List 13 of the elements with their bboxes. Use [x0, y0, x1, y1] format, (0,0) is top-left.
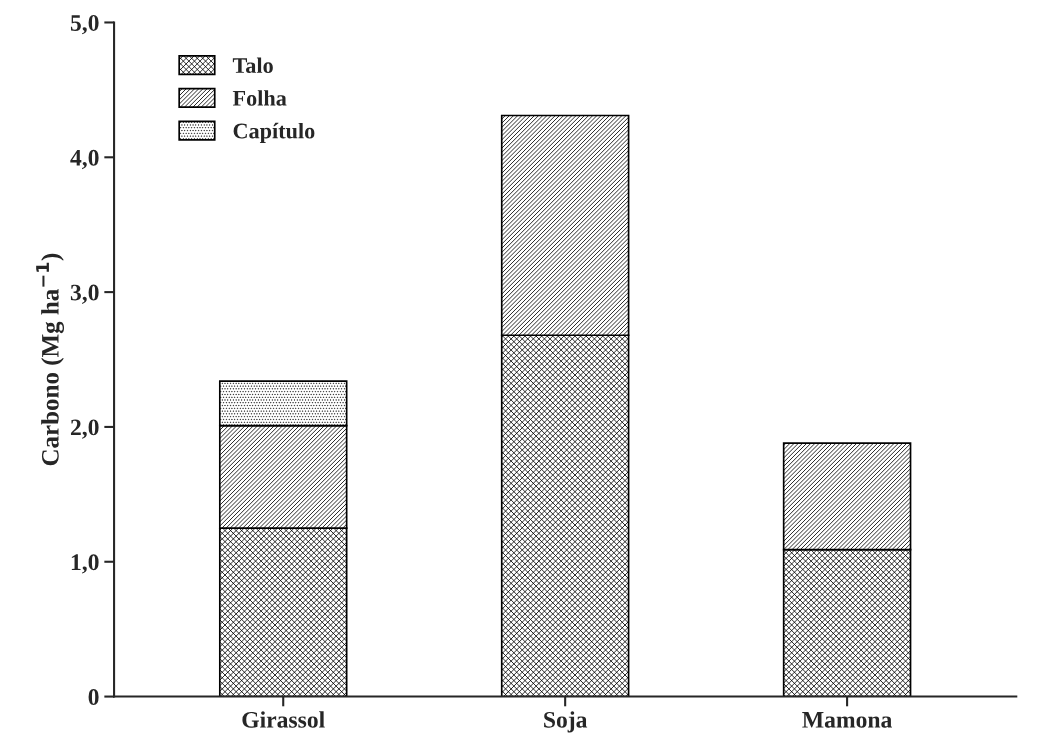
x-tick-label: Soja — [544, 711, 588, 733]
y-tick-label: 0 — [88, 689, 99, 705]
x-tick-label: Girassol — [242, 711, 325, 728]
legend-label: Folha — [232, 90, 287, 106]
y-tick-label: 3,0 — [70, 284, 99, 304]
y-axis-title: Carbono (Mg ha$^{−1}$) — [36, 253, 65, 466]
legend-label: Talo — [232, 57, 273, 74]
y-tick-label: 1,0 — [71, 554, 99, 574]
y-tick-label: 2,0 — [70, 419, 99, 439]
y-tick-label: 4,0 — [70, 149, 99, 170]
legend-label: Capítulo — [233, 122, 315, 144]
x-tick-label: Mamona — [802, 712, 892, 728]
y-tick-label: 5,0 — [70, 14, 99, 35]
